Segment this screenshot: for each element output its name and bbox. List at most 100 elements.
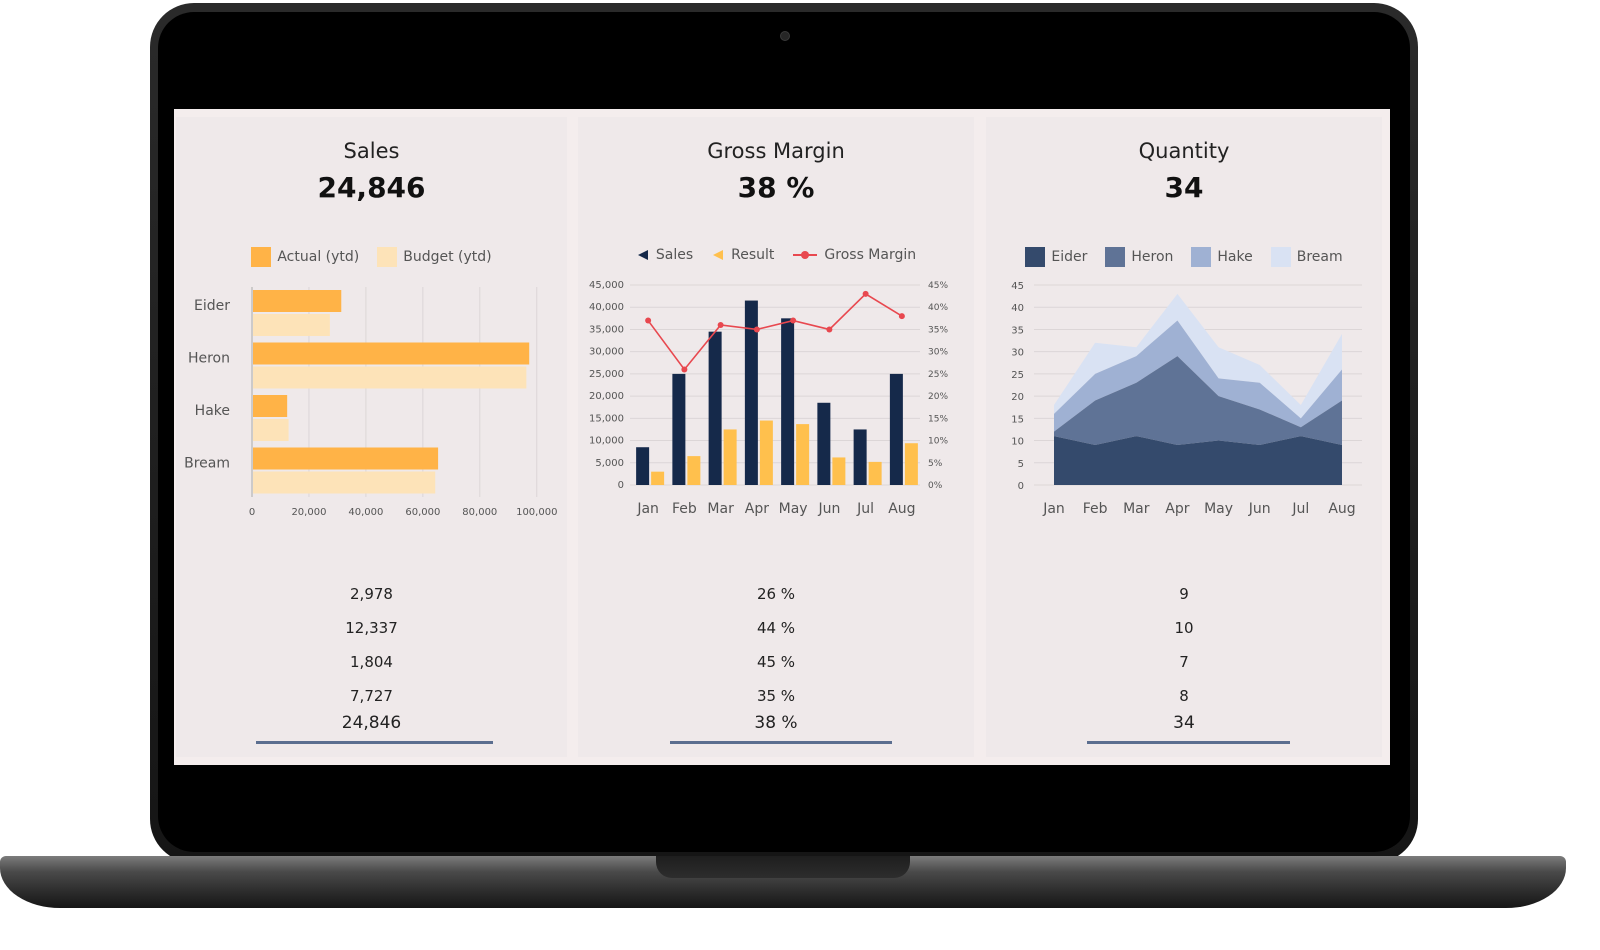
x-tick-label: Jun [1248, 501, 1271, 517]
legend-result[interactable]: Result [711, 247, 774, 263]
list-item: 45 % [756, 653, 796, 671]
list-item: 7,727 [350, 687, 393, 705]
margin-legend: Sales Result Gross Margin [578, 247, 974, 263]
bar-actual [253, 290, 342, 312]
sales-title: Sales [343, 139, 400, 163]
margin-title: Gross Margin [707, 139, 845, 163]
legend-margin-label: Gross Margin [824, 247, 917, 263]
legend-eider-label: Eider [1051, 249, 1088, 265]
y2-tick-label: 40% [928, 303, 948, 313]
y-tick-label: Eider [194, 298, 230, 314]
y2-tick-label: 10% [928, 437, 948, 447]
bar-actual [253, 395, 288, 417]
bar-sales [744, 300, 758, 485]
laptop-notch [656, 856, 910, 878]
legend-sales-label: Sales [655, 247, 694, 263]
bar-result [759, 420, 773, 485]
quantity-kpi: 34 [1164, 171, 1204, 204]
y-tick-label: 0 [618, 480, 624, 491]
list-item: 7 [1179, 653, 1189, 671]
margin-rows: 26 % 44 % 45 % 35 % [578, 577, 974, 713]
legend-budget[interactable]: Budget (ytd) [377, 247, 492, 267]
bar-budget [253, 314, 330, 336]
bar-result [832, 457, 846, 485]
list-item: 8 [1179, 687, 1189, 705]
x-tick-label: 80,000 [462, 507, 497, 518]
legend-gross-margin[interactable]: Gross Margin [792, 247, 916, 263]
bar-result [868, 461, 882, 485]
legend-eider[interactable]: Eider [1025, 247, 1087, 267]
bream-swatch-icon [1270, 247, 1291, 267]
bar-sales [672, 373, 686, 485]
x-tick-label: Mar [707, 501, 734, 517]
list-item: 44 % [756, 619, 796, 637]
y-tick-label: 5 [1018, 459, 1024, 470]
bar-budget [253, 419, 289, 441]
bar-result [904, 443, 918, 485]
y-tick-label: 40 [1011, 303, 1024, 314]
sales-total: 24,846 [341, 713, 402, 733]
actual-swatch-icon [251, 247, 272, 267]
x-tick-label: Aug [888, 501, 915, 517]
y-tick-label: Hake [195, 403, 230, 419]
legend-actual[interactable]: Actual (ytd) [251, 247, 359, 267]
y-tick-label: 30 [1011, 348, 1024, 359]
sales-triangle-icon [637, 250, 648, 260]
y2-tick-label: 45% [928, 281, 948, 291]
sales-panel: Sales 24,846 Actual (ytd) Budget (ytd) 0… [176, 117, 567, 757]
x-tick-label: Feb [1083, 501, 1108, 517]
x-tick-label: Jun [817, 501, 840, 517]
screen-top-bar [174, 52, 1390, 109]
quantity-area-chart: 0 5 10 15 20 25 30 35 40 45 Jan Feb Mar Apr May Jun Jul A… [1011, 281, 1362, 517]
y2-tick-label: 25% [928, 370, 948, 380]
bar-sales [889, 373, 903, 485]
y-tick-label: Heron [188, 351, 230, 367]
y-tick-label: 10 [1011, 437, 1024, 448]
y-tick-label: 15 [1011, 414, 1024, 425]
bar-sales [636, 447, 650, 485]
legend-hake[interactable]: Hake [1191, 247, 1253, 267]
list-item: 2,978 [350, 585, 393, 603]
y-tick-label: 45,000 [589, 280, 624, 291]
x-tick-label: Jan [636, 501, 659, 517]
x-tick-label: Jan [1042, 501, 1065, 517]
quantity-title: Quantity [1138, 139, 1230, 163]
bar-result [651, 471, 665, 485]
y2-tick-label: 30% [928, 348, 948, 358]
y-tick-label: 15,000 [589, 413, 624, 424]
legend-hake-label: Hake [1217, 249, 1253, 265]
margin-point [790, 317, 797, 324]
quantity-rows: 9 10 7 8 [986, 577, 1382, 713]
bar-actual [253, 447, 439, 470]
sales-kpi: 24,846 [317, 171, 426, 204]
margin-point [717, 322, 724, 328]
list-item: 1,804 [350, 653, 393, 671]
y2-tick-label: 20% [928, 392, 948, 402]
x-tick-label: Apr [1165, 501, 1189, 517]
y2-tick-label: 0% [928, 481, 943, 491]
x-tick-label: 40,000 [348, 507, 383, 518]
margin-kpi: 38 % [737, 171, 815, 204]
y-tick-label: 20 [1011, 392, 1024, 403]
bar-sales [853, 429, 867, 485]
legend-sales[interactable]: Sales [636, 247, 693, 263]
result-triangle-icon [713, 250, 724, 260]
legend-bream[interactable]: Bream [1270, 247, 1343, 267]
x-tick-label: Jul [1291, 501, 1309, 517]
bar-result [723, 429, 737, 485]
legend-budget-label: Budget (ytd) [403, 249, 492, 265]
y2-tick-label: 15% [928, 414, 948, 424]
x-tick-label: May [779, 501, 808, 517]
line-marker-icon [793, 251, 818, 259]
quantity-total: 34 [1173, 713, 1195, 733]
legend-result-label: Result [731, 247, 775, 263]
y-tick-label: 25 [1011, 370, 1024, 381]
x-tick-label: 20,000 [291, 507, 326, 518]
list-item: 26 % [756, 585, 796, 603]
hake-swatch-icon [1191, 247, 1212, 267]
area-eider [1054, 436, 1342, 485]
eider-swatch-icon [1025, 247, 1046, 267]
legend-heron[interactable]: Heron [1105, 247, 1173, 267]
area-heron [1054, 356, 1342, 445]
x-tick-label: 60,000 [405, 507, 440, 518]
